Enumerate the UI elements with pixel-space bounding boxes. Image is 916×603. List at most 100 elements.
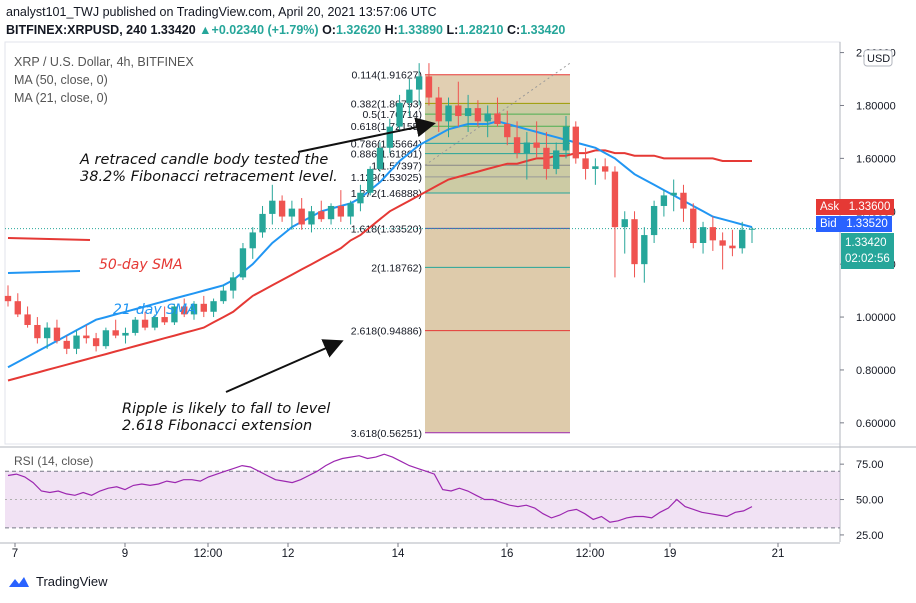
annotation-retrace-line1: A retraced candle body tested the: [80, 152, 329, 168]
candle-body: [367, 168, 374, 193]
footer-brand[interactable]: TradingView: [8, 574, 108, 589]
candle-body: [690, 208, 697, 243]
candle-body: [53, 327, 61, 341]
candle-body: [357, 192, 364, 204]
time-tick-label: 14: [392, 548, 405, 560]
candle-body: [396, 102, 403, 127]
chart-legend: XRP / U.S. Dollar, 4h, BITFINEX MA (50, …: [14, 53, 194, 107]
fib-level-label: 0.114(1.91627): [352, 70, 422, 82]
fib-level-label: 2(1.18762): [371, 262, 422, 274]
candle-body: [288, 208, 296, 217]
ma50-legend[interactable]: MA (50, close, 0): [14, 73, 108, 87]
close-value: 1.33420: [520, 23, 566, 37]
time-tick-label: 9: [122, 548, 128, 560]
candle-body: [601, 166, 609, 172]
chart-title: XRP / U.S. Dollar, 4h, BITFINEX: [14, 55, 194, 69]
time-tick-label: 12:00: [576, 548, 605, 560]
candle-body: [269, 200, 276, 214]
candle-body: [386, 126, 393, 148]
candle-body: [484, 113, 491, 122]
close-label: C:: [506, 23, 521, 37]
open-label: O:: [322, 23, 336, 37]
price-tick-label: 0.60000: [856, 418, 896, 430]
fib-level-label: 3.618(0.56251): [351, 428, 422, 440]
last-price: 1.33420: [150, 23, 196, 37]
price-tick-label: 1.80000: [856, 100, 896, 112]
candle-body: [171, 306, 178, 323]
candle-body: [425, 76, 433, 98]
up-triangle-icon: ▲: [199, 23, 212, 37]
candle-body: [709, 227, 717, 241]
rsi-tick-label: 25.00: [856, 530, 884, 542]
time-tick-label: 12:00: [194, 548, 223, 560]
ma21-legend[interactable]: MA (21, close, 0): [14, 91, 108, 105]
candle-body: [455, 105, 462, 117]
candle-body: [34, 324, 41, 339]
candle-body: [337, 205, 345, 217]
candle-body: [181, 306, 188, 315]
candle-body: [592, 166, 599, 169]
symbol-ohlc-bar: BITFINEX:XRPUSD, 240 1.33420 ▲+0.02340 (…: [6, 23, 565, 37]
fib-level-label: 0.618(1.72155): [351, 121, 422, 133]
candle-body: [376, 147, 384, 169]
rsi-tick-label: 75.00: [856, 459, 884, 471]
open-value: 1.32620: [335, 23, 382, 37]
candle-body: [611, 171, 619, 228]
candle-body: [553, 150, 560, 169]
fib-level-label: 2.618(0.94886): [351, 326, 422, 338]
candle-body: [582, 158, 589, 169]
fib-level-label: 0.382(1.80793): [351, 98, 422, 110]
annotation-arrow-retrace: [297, 117, 436, 153]
candle-body: [435, 97, 442, 122]
candle-body: [533, 142, 540, 148]
price-tick-label: 1.60000: [856, 153, 896, 165]
candle-body: [474, 108, 482, 122]
candle-body: [92, 338, 100, 347]
publish-info: analyst101_TWJ published on TradingView.…: [6, 5, 437, 19]
candle-body: [229, 277, 237, 291]
annotation-extension-line2: 2.618 Fibonacci extension: [122, 418, 313, 434]
ma21-history-segment: [7, 270, 81, 274]
candle-body: [494, 113, 501, 124]
candle-body: [122, 332, 129, 336]
annotation-retrace: A retraced candle body tested the 38.2% …: [80, 152, 338, 186]
price-tick-label: 1.00000: [856, 312, 896, 324]
symbol-label: BITFINEX:XRPUSD, 240: [6, 23, 148, 37]
candle-body: [347, 203, 354, 217]
candle-body: [161, 317, 168, 323]
high-label: H:: [384, 23, 398, 37]
annotation-retrace-line2: 38.2% Fibonacci retracement level.: [80, 169, 338, 185]
candle-body: [190, 303, 198, 315]
ma50-history-segment: [7, 237, 91, 241]
candle-body: [445, 105, 452, 122]
candle-body: [660, 195, 668, 206]
time-tick-label: 7: [12, 548, 18, 560]
last-price-tag: 1.33420 02:02:56: [841, 233, 894, 269]
fib-level-label: 1(1.57397): [371, 160, 422, 172]
candle-body: [112, 330, 119, 336]
annotation-arrow-extension: [225, 339, 344, 393]
candle-body: [729, 245, 736, 249]
candle-body: [523, 142, 531, 154]
candle-body: [719, 240, 726, 246]
rsi-label: RSI (14, close): [14, 454, 93, 468]
ask-tag: Ask 1.33600: [816, 199, 895, 215]
candle-body: [43, 327, 51, 339]
candle-body: [464, 108, 472, 117]
candle-body: [210, 301, 217, 312]
sma50-label: 50-day SMA: [99, 257, 183, 273]
candle-body: [14, 301, 21, 315]
candle-body: [308, 211, 315, 225]
candle-body: [631, 219, 638, 265]
currency-box: [863, 49, 893, 67]
fib-level-label: 1.618(1.33520): [351, 223, 422, 235]
fib-level-label: 0.5(1.76714): [362, 109, 422, 121]
candle-body: [259, 213, 266, 233]
ma21-line: [7, 120, 753, 369]
price-change: +0.02340 (+1.79%): [211, 23, 319, 37]
candle-body: [318, 211, 325, 220]
candle-body: [141, 319, 149, 328]
candle-body: [83, 335, 90, 339]
candle-body: [504, 123, 511, 138]
price-tick-label: 0.80000: [856, 365, 896, 377]
